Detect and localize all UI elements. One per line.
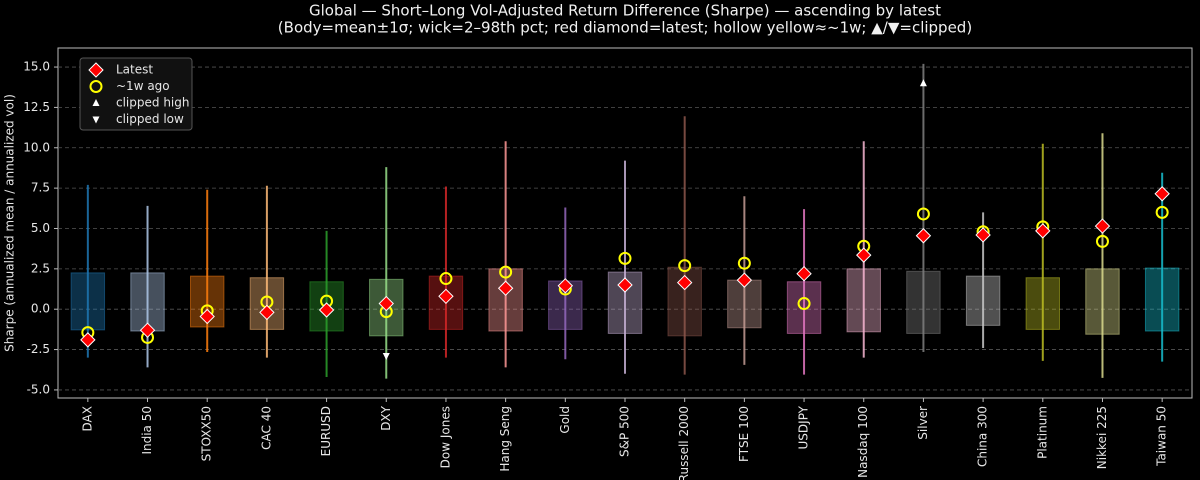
x-tick-label: India 50 — [140, 406, 154, 455]
legend-label: Latest — [116, 63, 153, 77]
latest-marker — [676, 274, 693, 291]
chart-subtitle: (Body=mean±1σ; wick=2–98th pct; red diam… — [278, 19, 972, 37]
x-tick-label: STOXX50 — [200, 406, 214, 461]
x-tick-label: Nikkei 225 — [1095, 406, 1109, 469]
legend-marker — [92, 99, 100, 106]
latest-marker — [497, 280, 514, 296]
x-tick-label: DXY — [379, 405, 393, 430]
clipped-high-marker — [919, 79, 927, 87]
legend-marker — [89, 80, 103, 93]
latest-marker — [796, 265, 812, 282]
x-tick-label: Silver — [916, 406, 930, 440]
latest-marker — [736, 272, 753, 288]
latest-marker — [259, 304, 275, 321]
x-tick-label: S&P 500 — [618, 406, 632, 457]
x-tick-label: Hang Seng — [498, 406, 512, 472]
y-tick-label: 5.0 — [31, 221, 50, 235]
week-ago-marker — [737, 256, 751, 270]
latest-marker — [80, 332, 96, 348]
y-axis-label: Sharpe (annualized mean / annualized vol… — [3, 94, 17, 352]
week-ago-marker — [916, 207, 930, 221]
x-tick-label: Dow Jones — [438, 406, 452, 468]
x-tick-label: Nasdaq 100 — [856, 406, 870, 478]
y-tick-label: 7.5 — [31, 181, 50, 195]
y-tick-label: 2.5 — [31, 261, 50, 275]
y-tick-label: -5.0 — [27, 382, 50, 396]
chart-title: Global — Short–Long Vol-Adjusted Return … — [309, 2, 941, 20]
clipped-low-marker — [382, 353, 390, 361]
latest-marker — [617, 277, 633, 293]
y-tick-label: 15.0 — [23, 60, 50, 74]
week-ago-marker — [618, 251, 632, 265]
latest-marker — [199, 308, 215, 325]
y-tick-label: -2.5 — [27, 342, 50, 356]
x-tick-label: FTSE 100 — [737, 406, 751, 462]
latest-marker — [139, 322, 156, 338]
legend-marker — [88, 62, 104, 78]
latest-marker — [1094, 218, 1111, 234]
week-ago-marker — [499, 265, 513, 279]
latest-marker — [557, 278, 574, 294]
x-tick-label: CAC 40 — [259, 406, 273, 450]
week-ago-marker — [439, 272, 453, 286]
latest-marker — [438, 288, 454, 305]
latest-marker — [856, 247, 872, 263]
week-ago-marker — [678, 259, 692, 273]
legend-label: clipped high — [116, 96, 189, 110]
x-tick-label: China 300 — [976, 406, 990, 467]
week-ago-marker — [1155, 205, 1169, 219]
x-tick-label: Taiwan 50 — [1155, 406, 1169, 467]
legend-marker — [92, 116, 100, 124]
latest-marker — [975, 227, 991, 243]
x-tick-label: Platinum — [1035, 406, 1049, 459]
latest-marker — [318, 302, 335, 318]
x-tick-label: DAX — [80, 406, 94, 431]
x-tick-label: USDJPY — [797, 405, 811, 449]
x-tick-label: Gold — [558, 406, 572, 434]
legend-box — [79, 57, 193, 131]
week-ago-marker — [797, 297, 811, 311]
latest-marker — [378, 295, 394, 312]
latest-marker — [1154, 186, 1170, 202]
y-tick-label: 0.0 — [31, 302, 50, 316]
x-tick-label: EURUSD — [319, 406, 333, 456]
latest-marker — [1035, 223, 1051, 239]
week-ago-marker — [1095, 234, 1109, 248]
legend-label: clipped low — [116, 112, 184, 126]
legend-label: ~1w ago — [116, 79, 170, 93]
y-tick-label: 12.5 — [23, 100, 50, 114]
latest-marker — [915, 228, 932, 244]
x-tick-label: Russell 2000 — [677, 406, 691, 480]
y-tick-label: 10.0 — [23, 140, 50, 154]
